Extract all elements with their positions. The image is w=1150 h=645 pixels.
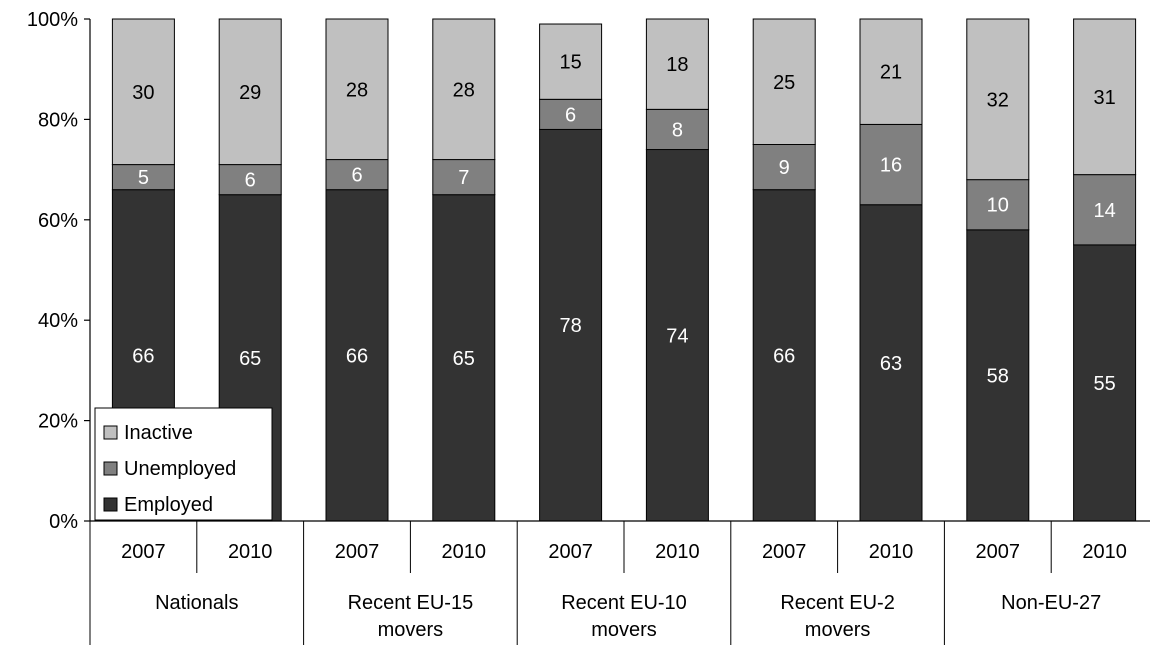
y-tick-label: 100% xyxy=(27,9,78,31)
data-label-inactive: 21 xyxy=(880,62,902,84)
bar-segment-inactive xyxy=(1073,18,1137,176)
bar-segment-employed xyxy=(325,189,389,522)
data-label-inactive: 25 xyxy=(773,72,795,94)
x-year-label: 2007 xyxy=(762,541,807,563)
x-group-label: movers xyxy=(805,619,871,641)
x-group-label: movers xyxy=(591,619,657,641)
legend-label-employed: Employed xyxy=(124,494,213,516)
data-label-inactive: 31 xyxy=(1093,87,1115,109)
x-year-label: 2007 xyxy=(121,541,166,563)
x-group-label: Recent EU-2 xyxy=(780,592,895,614)
x-year-label: 2010 xyxy=(869,541,914,563)
bar-segment-inactive xyxy=(111,18,175,166)
bar-segment-unemployed xyxy=(645,108,709,151)
bar-segment-employed xyxy=(966,229,1030,522)
x-group-label: Recent EU-10 xyxy=(561,592,687,614)
bar-segment-unemployed xyxy=(111,164,175,191)
x-group-label: Non-EU-27 xyxy=(1001,592,1101,614)
data-label-inactive: 32 xyxy=(987,89,1009,111)
data-label-employed: 65 xyxy=(239,348,261,370)
data-label-unemployed: 14 xyxy=(1093,200,1115,222)
data-label-inactive: 28 xyxy=(453,79,475,101)
data-label-inactive: 28 xyxy=(346,79,368,101)
data-label-employed: 66 xyxy=(773,345,795,367)
bar-segment-inactive xyxy=(645,18,709,110)
data-label-employed: 74 xyxy=(666,325,688,347)
data-label-unemployed: 8 xyxy=(672,119,683,141)
x-year-label: 2010 xyxy=(228,541,273,563)
data-label-inactive: 29 xyxy=(239,82,261,104)
bar-segment-employed xyxy=(645,149,709,522)
data-label-employed: 55 xyxy=(1093,373,1115,395)
x-year-label: 2007 xyxy=(335,541,380,563)
x-year-label: 2010 xyxy=(655,541,700,563)
bar-segment-inactive xyxy=(752,18,816,145)
bar-segment-unemployed xyxy=(432,159,496,196)
data-label-employed: 63 xyxy=(880,353,902,375)
bar-segment-inactive xyxy=(859,18,923,125)
data-label-unemployed: 6 xyxy=(565,104,576,126)
bar-segment-employed xyxy=(432,194,496,522)
axes: 0% 20% 40% 60% 80% 100% xyxy=(27,9,91,533)
bar-segment-inactive xyxy=(966,18,1030,181)
bar-segment-inactive xyxy=(432,18,496,161)
data-label-inactive: 30 xyxy=(132,82,154,104)
bar-segment-unemployed xyxy=(752,144,816,191)
data-label-employed: 58 xyxy=(987,365,1009,387)
x-group-label: Recent EU-15 xyxy=(348,592,474,614)
y-tick-label: 60% xyxy=(38,210,78,232)
data-label-unemployed: 6 xyxy=(245,170,256,192)
bar-segment-employed xyxy=(539,128,603,522)
data-label-unemployed: 5 xyxy=(138,167,149,189)
legend: Inactive Unemployed Employed xyxy=(94,407,273,521)
data-label-inactive: 18 xyxy=(666,54,688,76)
data-label-employed: 66 xyxy=(346,345,368,367)
y-tick-label: 40% xyxy=(38,310,78,332)
data-label-employed: 66 xyxy=(132,345,154,367)
legend-swatch-inactive xyxy=(103,425,118,440)
data-label-employed: 65 xyxy=(453,348,475,370)
data-label-unemployed: 9 xyxy=(779,157,790,179)
x-year-label: 2010 xyxy=(442,541,487,563)
bar-segment-inactive xyxy=(218,18,282,166)
bar-segment-inactive xyxy=(325,18,389,161)
bar-segment-employed xyxy=(1073,244,1137,522)
bar-segment-unemployed xyxy=(859,123,923,206)
legend-box xyxy=(94,407,273,521)
y-tick-label: 20% xyxy=(38,411,78,433)
legend-swatch-unemployed xyxy=(103,461,118,476)
bar-segment-unemployed xyxy=(1073,174,1137,246)
bar-segment-inactive xyxy=(539,23,603,100)
bar-segment-employed xyxy=(859,204,923,522)
data-label-unemployed: 16 xyxy=(880,155,902,177)
data-label-inactive: 15 xyxy=(559,52,581,74)
data-label-unemployed: 6 xyxy=(351,165,362,187)
bar-segment-unemployed xyxy=(539,98,603,130)
y-tick-label: 80% xyxy=(38,109,78,131)
x-year-label: 2007 xyxy=(548,541,593,563)
x-group-label: movers xyxy=(378,619,444,641)
legend-label-unemployed: Unemployed xyxy=(124,458,236,480)
bar-segment-unemployed xyxy=(325,159,389,191)
x-group-label: Nationals xyxy=(155,592,238,614)
value-labels: 6653065629666286572878615748186692563162… xyxy=(132,52,1115,395)
bar-segment-employed xyxy=(752,189,816,522)
legend-swatch-employed xyxy=(103,497,118,512)
data-label-employed: 78 xyxy=(559,315,581,337)
x-axis: 2007 2010 2007 2010 2007 2010 2007 2010 2007 2010… xyxy=(89,520,1150,645)
data-label-unemployed: 7 xyxy=(458,167,469,189)
bar-segment-unemployed xyxy=(218,164,282,196)
x-year-label: 2010 xyxy=(1082,541,1127,563)
x-year-label: 2007 xyxy=(976,541,1021,563)
data-label-unemployed: 10 xyxy=(987,195,1009,217)
y-tick-label: 0% xyxy=(49,511,78,533)
legend-label-inactive: Inactive xyxy=(124,422,193,444)
